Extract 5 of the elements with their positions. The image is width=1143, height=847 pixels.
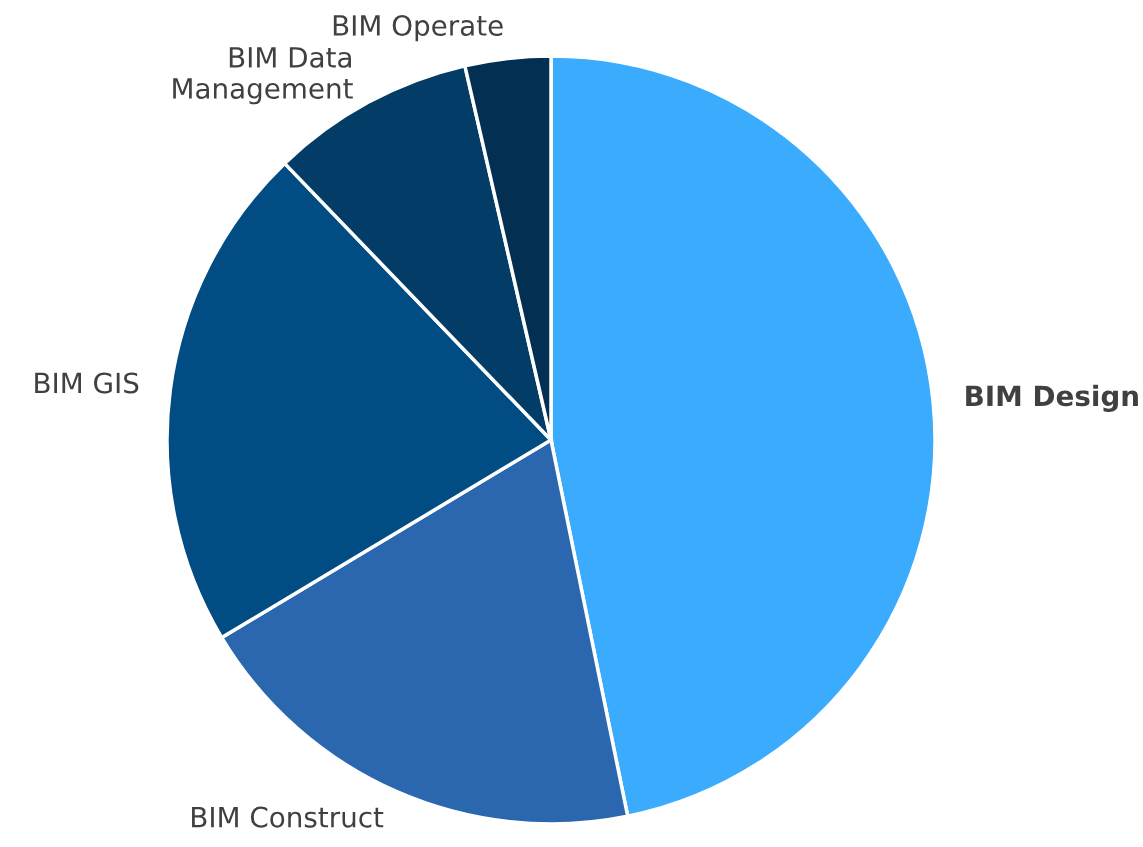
slice-label: BIM GIS — [35, 372, 139, 394]
slice-label: BIM Construct — [192, 806, 384, 828]
slice-label: BIM Data Management — [173, 47, 353, 105]
slice-label: BIM Design — [966, 384, 1138, 412]
slice-label: BIM Operate — [333, 14, 503, 42]
